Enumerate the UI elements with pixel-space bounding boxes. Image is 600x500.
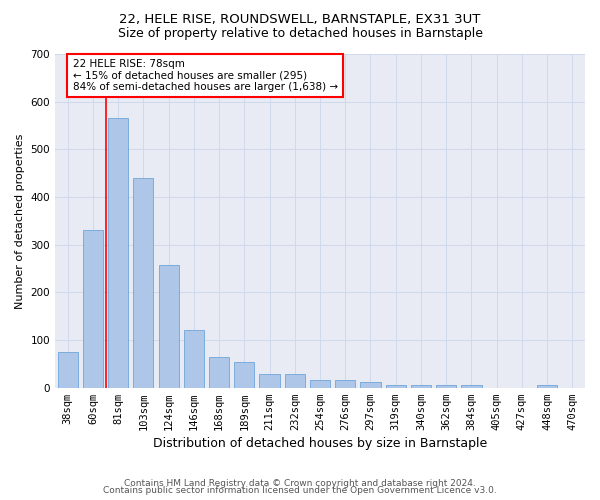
Bar (133, 178, 154, 388)
Text: Contains HM Land Registry data © Crown copyright and database right 2024.: Contains HM Land Registry data © Crown c… (124, 478, 476, 488)
Bar (361, 382, 380, 388)
Text: Size of property relative to detached houses in Barnstaple: Size of property relative to detached ho… (118, 28, 482, 40)
Bar (234, 362, 254, 388)
Bar (209, 356, 229, 388)
Bar (83, 230, 103, 388)
Bar (461, 386, 482, 388)
Bar (108, 118, 128, 388)
Bar (284, 374, 305, 388)
Bar (58, 352, 78, 388)
Bar (411, 386, 431, 388)
Bar (386, 386, 406, 388)
Text: 22, HELE RISE, ROUNDSWELL, BARNSTAPLE, EX31 3UT: 22, HELE RISE, ROUNDSWELL, BARNSTAPLE, E… (119, 12, 481, 26)
X-axis label: Distribution of detached houses by size in Barnstaple: Distribution of detached houses by size … (153, 437, 487, 450)
Bar (335, 380, 355, 388)
Text: 22 HELE RISE: 78sqm
← 15% of detached houses are smaller (295)
84% of semi-detac: 22 HELE RISE: 78sqm ← 15% of detached ho… (73, 59, 338, 92)
Bar (158, 264, 179, 388)
Bar (259, 374, 280, 388)
Bar (184, 330, 204, 388)
Text: Contains public sector information licensed under the Open Government Licence v3: Contains public sector information licen… (103, 486, 497, 495)
Y-axis label: Number of detached properties: Number of detached properties (15, 133, 25, 308)
Bar (310, 380, 330, 388)
Bar (436, 386, 456, 388)
Bar (537, 385, 557, 388)
